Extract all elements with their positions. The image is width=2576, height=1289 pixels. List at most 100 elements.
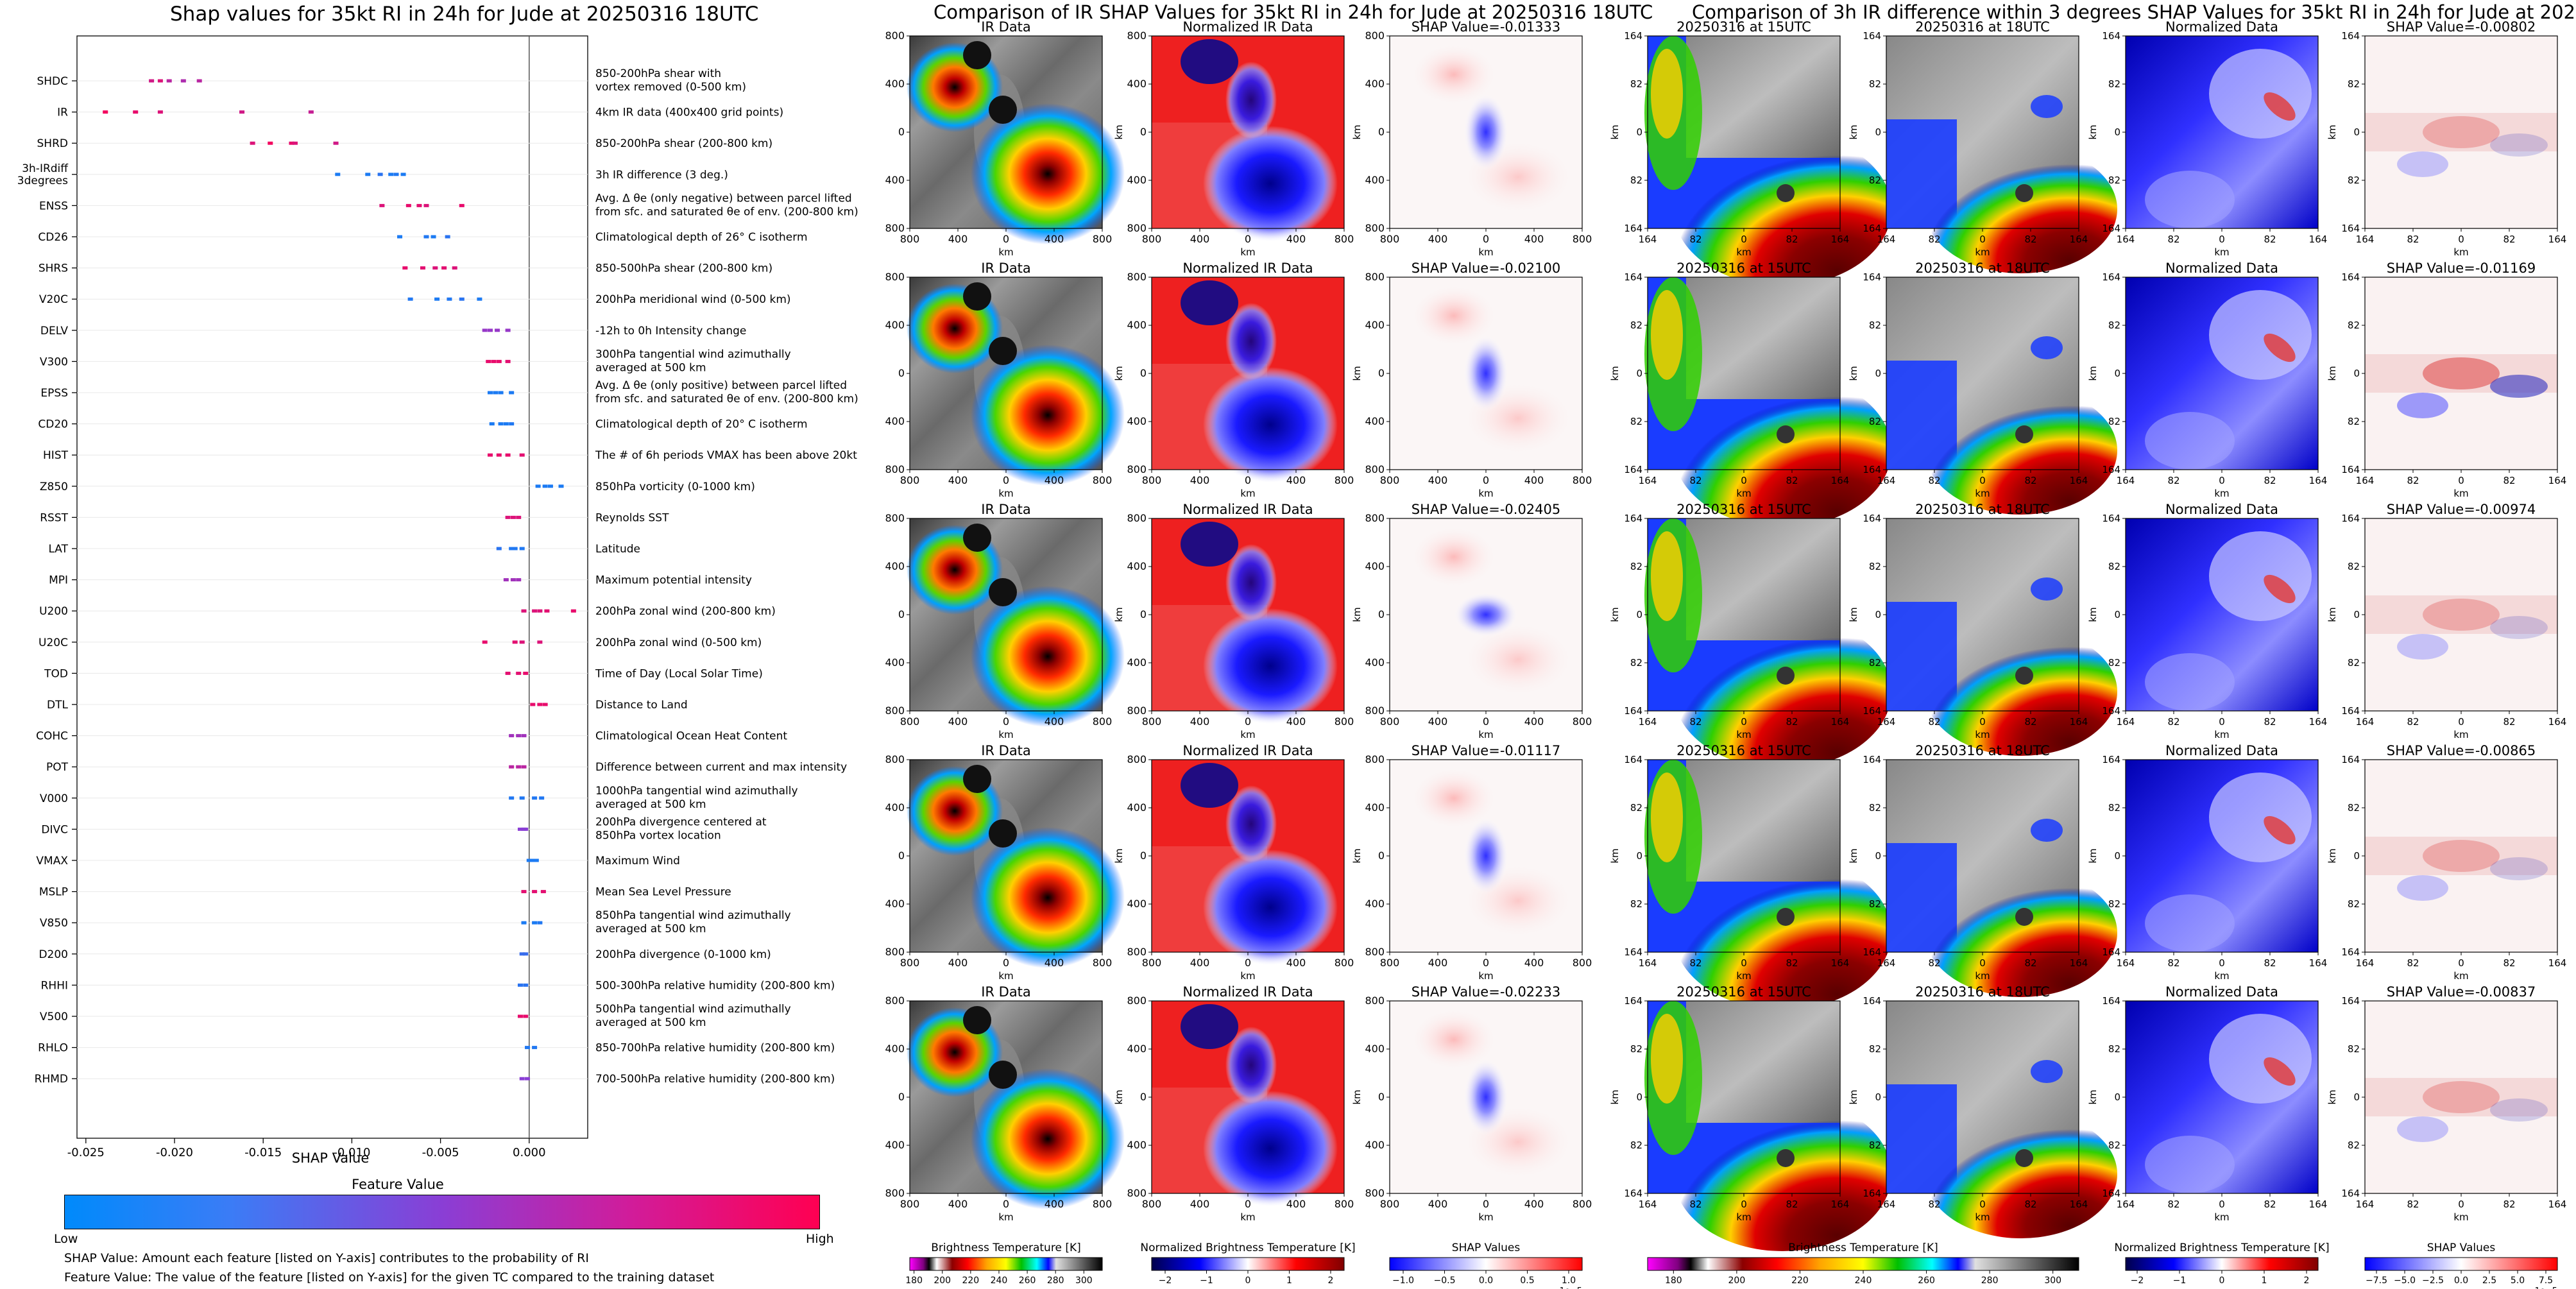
shap-point [521, 890, 527, 894]
shap-point [503, 422, 509, 426]
panel-xlabel: km [1478, 729, 1493, 740]
shap-point [519, 952, 525, 956]
ir-colorbar-tick-label: −1.0 [1392, 1276, 1414, 1286]
shap-ytick-label: VMAX [36, 855, 68, 867]
panel-xtick-label: 82 [1928, 234, 1940, 245]
shap-point [521, 609, 527, 613]
panel-ytick-label: 164 [2102, 995, 2120, 1007]
panel-ytick-label: 400 [1365, 560, 1385, 572]
diff-shap-title: SHAP Value=-0.00974 [2387, 502, 2536, 517]
panel-ytick-label: 0 [898, 849, 905, 862]
ir-data-image [907, 760, 1125, 968]
colorbar-high-label: High [806, 1232, 834, 1246]
panel-xlabel: km [2214, 246, 2229, 258]
panel-xtick-label: 164 [2117, 475, 2135, 486]
panel-ytick-label: 164 [1624, 271, 1642, 283]
shap-point [509, 765, 515, 769]
shap-feature-description: 200hPa zonal wind (200-800 km) [595, 605, 776, 618]
shap-point [498, 391, 504, 395]
diff-18utc-image [1886, 277, 2117, 515]
shap-ytick-label: U200 [39, 605, 68, 618]
panel-ylabel: km [2326, 607, 2338, 622]
shap-point [517, 983, 523, 987]
diff-shap-image [2365, 36, 2557, 228]
panel-ytick-label: 400 [1127, 898, 1147, 910]
panel-ytick-label: 800 [885, 512, 905, 524]
panel-ytick-label: 0 [2114, 850, 2120, 862]
shap-feature-description: 200hPa meridional wind (0-500 km) [595, 293, 791, 306]
panel-title: 20250316 at 15UTC [1676, 743, 1811, 758]
panel-xtick-label: 0 [1979, 957, 1986, 969]
panel-ytick-label: 82 [2108, 78, 2120, 90]
shap-feature-description: 850-700hPa relative humidity (200-800 km… [595, 1042, 835, 1055]
panel-xtick-label: 400 [1190, 233, 1210, 245]
panel-xlabel: km [1975, 488, 1990, 499]
feature-value-note: Feature Value: The value of the feature … [64, 1270, 715, 1285]
panel-xtick-label: 400 [1428, 1198, 1448, 1210]
panel-ytick-label: 0 [1875, 368, 1881, 379]
panel-xtick-label: 800 [1093, 474, 1113, 486]
shap-feature-description: from sfc. and saturated θe of env. (200-… [595, 393, 858, 405]
panel-ylabel: km [1848, 1089, 1859, 1104]
panel-xtick-label: 164 [2356, 475, 2375, 486]
panel-ylabel: km [1609, 848, 1621, 863]
shap-point [517, 827, 523, 831]
panel-xtick-label: 0 [1483, 233, 1489, 245]
panel-ytick-label: 400 [1127, 78, 1147, 90]
panel-ytick-label: 164 [1863, 30, 1881, 42]
diff-colorbar-tick-label: 220 [1791, 1276, 1809, 1286]
panel-xtick-label: 0 [1483, 474, 1489, 486]
panel-ytick-label: 800 [1365, 463, 1385, 475]
shap-point [540, 890, 546, 894]
panel-ytick-label: 164 [1863, 513, 1881, 524]
shap-point [505, 359, 511, 363]
panel-xtick-label: 164 [2356, 957, 2375, 969]
shap-feature-description: averaged at 500 km [595, 923, 706, 935]
panel-xtick-label: 164 [2356, 234, 2375, 245]
panel-xtick-label: 0 [1483, 1198, 1489, 1210]
shap-point [521, 827, 527, 831]
shap-feature-description: averaged at 500 km [595, 798, 706, 811]
shap-point [532, 921, 538, 925]
shap-feature-description: Latitude [595, 543, 640, 556]
panel-ylabel: km [1351, 848, 1363, 863]
shap-feature-description: Avg. Δ θe (only negative) between parcel… [595, 192, 852, 205]
shap-point [525, 1077, 531, 1080]
shap-feature-description: 850-200hPa shear with [595, 67, 721, 80]
panel-xtick-label: 164 [2117, 957, 2135, 969]
panel-ytick-label: 0 [1875, 609, 1881, 620]
panel-ytick-label: 164 [2341, 1188, 2360, 1199]
panel-ytick-label: 800 [1127, 271, 1147, 283]
panel-ytick-label: 400 [1365, 1139, 1385, 1151]
normalized-ir-image [1152, 36, 1344, 241]
panel-ylabel: km [1609, 124, 1621, 139]
panel-ytick-label: 800 [885, 463, 905, 475]
shap-point [523, 671, 529, 675]
shap-point [505, 515, 511, 519]
panel-xtick-label: 82 [1689, 475, 1702, 486]
panel-xtick-label: 164 [2548, 475, 2567, 486]
diff-colorbar-tick-label: 0.0 [2454, 1276, 2468, 1286]
panel-xtick-label: 0 [2219, 1199, 2225, 1210]
panel-ytick-label: 82 [1869, 898, 1881, 910]
panel-xtick-label: 82 [1928, 716, 1940, 728]
panel-xtick-label: 400 [1524, 233, 1544, 245]
panel-xtick-label: 82 [2264, 716, 2276, 728]
panel-ytick-label: 164 [2341, 754, 2360, 765]
diff-normalized-image [2126, 1001, 2318, 1193]
panel-xtick-label: 400 [1428, 715, 1448, 728]
ir-colorbar-tick-label: 200 [934, 1276, 951, 1286]
shap-feature-description: Maximum Wind [595, 855, 680, 867]
shap-point [482, 329, 488, 332]
panel-xtick-label: 0 [2458, 716, 2464, 728]
panel-xtick-label: 164 [2309, 716, 2328, 728]
panel-ytick-label: 164 [1863, 1188, 1881, 1199]
diff-colorbar-exponent: 1e−5 [2535, 1286, 2557, 1289]
shap-ytick-label: U20C [38, 636, 68, 649]
shap-xtick-label: 0.000 [513, 1146, 546, 1159]
shap-ytick-label: MPI [49, 574, 68, 587]
shap-point [496, 547, 502, 551]
shap-point [482, 640, 488, 644]
panel-ytick-label: 800 [1365, 512, 1385, 524]
panel-ytick-label: 164 [2102, 513, 2120, 524]
